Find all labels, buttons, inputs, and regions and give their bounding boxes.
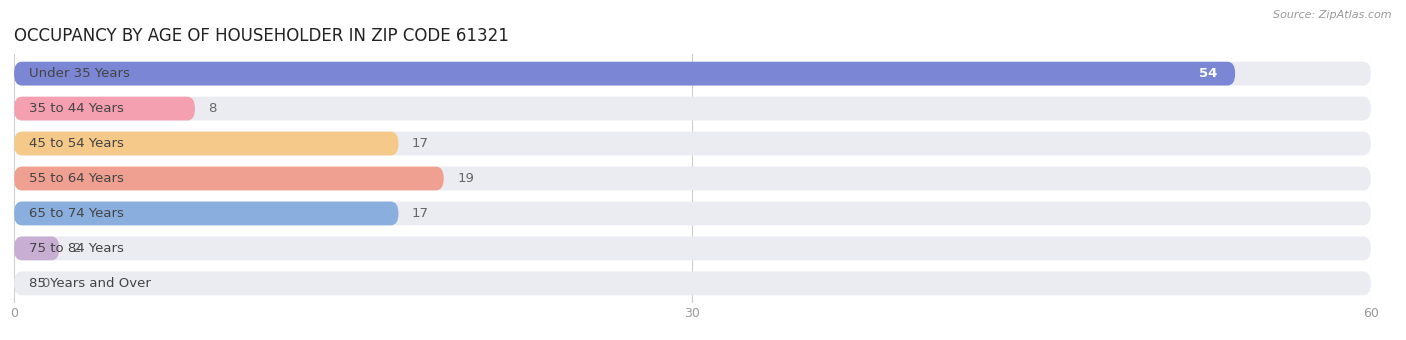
Text: 45 to 54 Years: 45 to 54 Years (28, 137, 124, 150)
Text: 8: 8 (208, 102, 217, 115)
FancyBboxPatch shape (14, 202, 398, 225)
FancyBboxPatch shape (14, 62, 1371, 86)
Text: OCCUPANCY BY AGE OF HOUSEHOLDER IN ZIP CODE 61321: OCCUPANCY BY AGE OF HOUSEHOLDER IN ZIP C… (14, 27, 509, 45)
FancyBboxPatch shape (14, 132, 1371, 155)
FancyBboxPatch shape (14, 167, 444, 190)
FancyBboxPatch shape (14, 202, 1371, 225)
FancyBboxPatch shape (14, 271, 1371, 295)
Text: 35 to 44 Years: 35 to 44 Years (28, 102, 124, 115)
Text: 85 Years and Over: 85 Years and Over (28, 277, 150, 290)
FancyBboxPatch shape (14, 62, 1234, 86)
Text: 0: 0 (41, 277, 49, 290)
Text: 54: 54 (1199, 67, 1218, 80)
FancyBboxPatch shape (14, 237, 1371, 260)
Text: Source: ZipAtlas.com: Source: ZipAtlas.com (1274, 10, 1392, 20)
Text: 17: 17 (412, 137, 429, 150)
Text: 19: 19 (457, 172, 474, 185)
FancyBboxPatch shape (14, 97, 1371, 120)
Text: 65 to 74 Years: 65 to 74 Years (28, 207, 124, 220)
Text: 2: 2 (73, 242, 82, 255)
FancyBboxPatch shape (14, 167, 1371, 190)
FancyBboxPatch shape (14, 237, 59, 260)
FancyBboxPatch shape (14, 97, 195, 120)
Text: Under 35 Years: Under 35 Years (28, 67, 129, 80)
Text: 55 to 64 Years: 55 to 64 Years (28, 172, 124, 185)
Text: 75 to 84 Years: 75 to 84 Years (28, 242, 124, 255)
Text: 17: 17 (412, 207, 429, 220)
FancyBboxPatch shape (14, 132, 398, 155)
